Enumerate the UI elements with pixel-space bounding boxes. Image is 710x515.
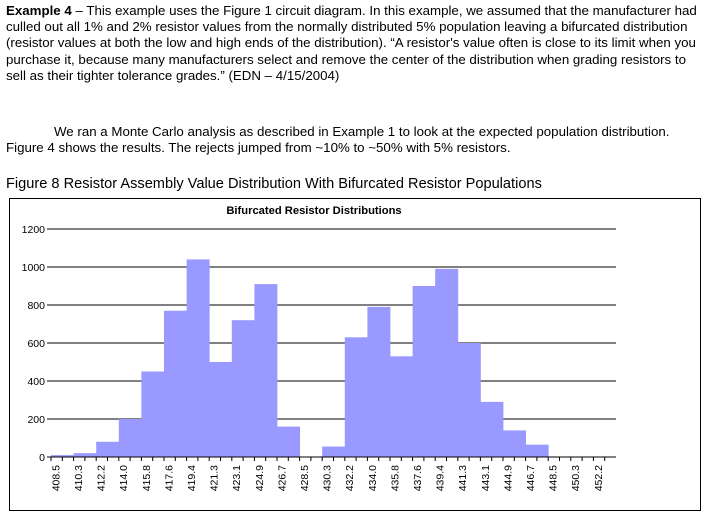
x-tick-label: 430.3 [322,465,334,491]
histogram-bar [367,306,380,457]
histogram-bar [220,362,233,457]
histogram-bar [435,268,447,457]
figure-caption: Figure 8 Resistor Assembly Value Distrib… [6,176,542,192]
y-tick-label: 1000 [22,262,46,274]
x-tick-label: 435.8 [389,465,401,491]
histogram-bar [164,310,176,457]
x-tick-label: 448.5 [548,465,560,491]
histogram-bar [525,444,538,457]
x-tick-label: 423.1 [231,465,243,491]
x-tick-label: 432.2 [344,465,356,491]
x-tick-label: 417.6 [163,465,175,491]
x-tick-label: 410.3 [73,465,85,491]
histogram-bar [152,371,165,457]
example-4-paragraph: Example 4 – This example uses the Figure… [6,3,706,84]
histogram-bar [322,446,334,457]
histogram-chart: Bifurcated Resistor Distributions 0 200 40… [22,205,616,491]
x-tick-label: 412.2 [96,465,108,491]
y-tick-label: 800 [27,300,45,312]
example-heading: Example 4 [6,3,72,18]
histogram-bar [175,310,187,457]
histogram-bar [141,371,154,457]
y-tick-label: 200 [27,414,45,426]
histogram-bar [457,343,470,457]
x-tick-label: 426.7 [276,465,288,491]
bars [51,259,549,457]
x-tick-label: 421.3 [209,465,221,491]
x-tick-label: 439.4 [435,465,447,491]
histogram-bar [243,320,255,457]
histogram-bar [209,362,221,457]
y-axis-ticks: 0 200 400 600 800 1000 1200 [22,224,51,464]
histogram-bar [197,259,210,457]
histogram-bar [446,268,459,457]
monte-carlo-paragraph: We ran a Monte Carlo analysis as describ… [6,124,706,156]
x-tick-label: 443.1 [480,465,492,491]
histogram-bar [254,284,267,457]
y-tick-label: 1200 [22,224,46,236]
histogram-bar [96,441,108,457]
x-tick-label: 415.8 [141,465,153,491]
x-tick-label: 424.9 [254,465,266,491]
x-axis-labels: 408.5 410.3 412.2 414.0 415.8 417.6 419.4 421.3… [50,457,606,491]
x-tick-label: 434.0 [367,465,379,491]
histogram-bar [378,306,391,457]
histogram-bar [265,284,278,457]
x-tick-label: 419.4 [186,465,198,491]
histogram-bar [107,441,120,457]
histogram-bar [118,419,131,457]
histogram-bar [277,426,289,457]
x-tick-label: 446.7 [525,465,537,491]
histogram-bar [288,426,300,457]
x-tick-label: 452.2 [593,465,605,491]
histogram-bar [231,320,244,457]
y-tick-label: 400 [27,376,45,388]
x-tick-label: 441.3 [457,465,469,491]
histogram-bar [469,343,481,457]
chart-title: Bifurcated Resistor Distributions [226,205,401,217]
y-tick-label: 0 [39,452,45,464]
chart-frame: Bifurcated Resistor Distributions 0 200 40… [9,198,701,511]
histogram-bar [186,259,199,457]
histogram-bar [73,453,86,457]
histogram-bar [401,356,413,457]
histogram-bar [536,444,549,457]
example-body: – This example uses the Figure 1 circuit… [6,3,697,83]
histogram-bar [62,455,74,457]
y-tick-label: 600 [27,338,45,350]
x-tick-label: 437.6 [412,465,424,491]
x-tick-label: 428.5 [299,465,311,491]
x-tick-label: 408.5 [50,465,62,491]
histogram-bar [514,430,526,457]
histogram-bar [423,286,436,457]
gridlines [51,228,616,420]
histogram-bar [130,419,142,457]
monte-carlo-text: We ran a Monte Carlo analysis as describ… [6,124,670,156]
x-tick-label: 444.9 [502,465,514,491]
histogram-bar [480,401,493,457]
histogram-bar [51,455,63,457]
x-tick-label: 450.3 [570,465,582,491]
histogram-bar [503,430,515,457]
histogram-bar [344,337,357,457]
histogram-bar [333,446,346,457]
histogram-bar [390,356,402,457]
histogram-bar [84,453,97,457]
x-tick-label: 414.0 [118,465,130,491]
histogram-bar [491,401,504,457]
histogram-bar [412,286,425,457]
histogram-bar [356,337,368,457]
